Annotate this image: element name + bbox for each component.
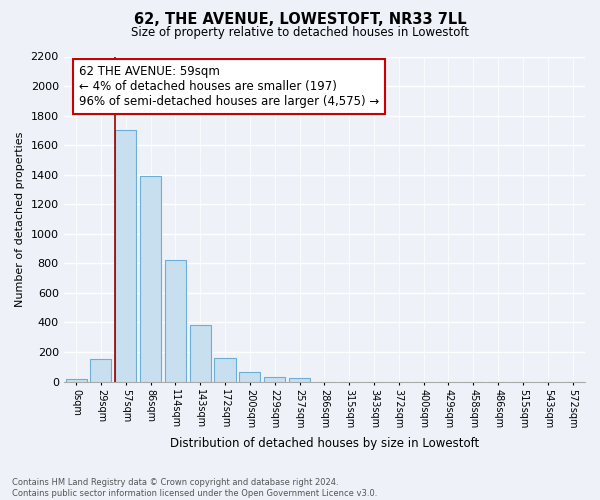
Bar — [115, 130, 136, 382]
Y-axis label: Number of detached properties: Number of detached properties — [15, 132, 25, 306]
Bar — [264, 377, 285, 382]
Bar — [239, 372, 260, 382]
Text: 62, THE AVENUE, LOWESTOFT, NR33 7LL: 62, THE AVENUE, LOWESTOFT, NR33 7LL — [134, 12, 466, 28]
X-axis label: Distribution of detached houses by size in Lowestoft: Distribution of detached houses by size … — [170, 437, 479, 450]
Bar — [289, 378, 310, 382]
Text: Size of property relative to detached houses in Lowestoft: Size of property relative to detached ho… — [131, 26, 469, 39]
Bar — [214, 358, 236, 382]
Bar — [65, 380, 86, 382]
Bar — [91, 358, 112, 382]
Text: Contains HM Land Registry data © Crown copyright and database right 2024.
Contai: Contains HM Land Registry data © Crown c… — [12, 478, 377, 498]
Bar — [165, 260, 186, 382]
Bar — [190, 326, 211, 382]
Text: 62 THE AVENUE: 59sqm
← 4% of detached houses are smaller (197)
96% of semi-detac: 62 THE AVENUE: 59sqm ← 4% of detached ho… — [79, 64, 380, 108]
Bar — [140, 176, 161, 382]
